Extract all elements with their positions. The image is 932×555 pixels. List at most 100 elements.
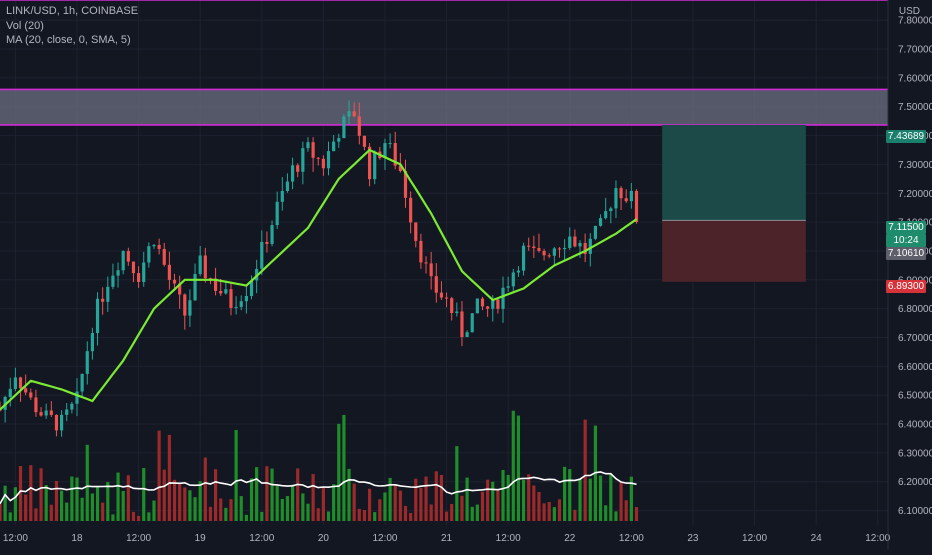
volume-bar [116, 472, 120, 521]
candle-body [208, 278, 213, 280]
volume-bar [3, 485, 7, 521]
volume-bar [568, 469, 572, 521]
volume-bar [552, 507, 556, 521]
candle-body [609, 208, 613, 212]
volume-bar [111, 514, 115, 521]
volume-bar [604, 505, 608, 521]
volume-bar [414, 478, 418, 521]
candle-body [357, 116, 361, 136]
currency-label: USD [898, 6, 920, 17]
candle-body [450, 298, 454, 313]
candle-body [213, 278, 218, 291]
volume-bar [172, 479, 177, 521]
candle-body [527, 245, 531, 247]
candle-body [80, 373, 84, 392]
volume-bar [60, 490, 64, 521]
volume-bar [49, 504, 53, 521]
volume-bar [465, 477, 469, 521]
resistance-zone [0, 89, 888, 125]
volume-bar [480, 491, 485, 521]
candle-body [480, 298, 485, 307]
volume-bar [332, 484, 336, 521]
candle-body [121, 251, 125, 271]
candle-body [583, 243, 587, 254]
x-tick-label: 12:00 [249, 533, 274, 544]
long-position-loss-zone [662, 220, 806, 282]
candle-body [614, 188, 618, 209]
volume-bar [450, 503, 454, 521]
x-tick-label: 18 [71, 533, 83, 544]
resistance-price-tag: 7.43689 [886, 130, 926, 143]
candle-body [403, 170, 408, 198]
legend-volume: Vol (20) [6, 19, 44, 32]
volume-bar [183, 487, 187, 521]
candle-body [475, 298, 479, 314]
volume-bar [95, 485, 100, 521]
candle-body [152, 244, 156, 247]
candle-body [373, 151, 377, 180]
volume-bar [634, 507, 639, 521]
x-tick-label: 12:00 [865, 533, 890, 544]
candle-body [511, 272, 515, 287]
volume-bar [352, 483, 356, 521]
candle-body [634, 190, 639, 222]
volume-bar [121, 490, 125, 521]
volume-bar [18, 465, 23, 521]
candle-body [75, 391, 79, 404]
volume-bar [475, 504, 479, 521]
volume-bar [537, 491, 541, 521]
candle-body [388, 143, 392, 145]
candle-body [296, 165, 300, 172]
candle-body [167, 264, 171, 280]
volume-bar [101, 502, 105, 521]
candle-body [311, 142, 315, 158]
candle-body [347, 111, 351, 117]
volume-bar [542, 503, 546, 521]
volume-bar [424, 476, 428, 521]
volume-bar [326, 511, 331, 521]
volume-bar [439, 475, 444, 521]
volume-bar [316, 508, 320, 521]
candle-body [367, 146, 372, 180]
candle-body [219, 290, 223, 294]
candle-body [316, 157, 320, 159]
volume-bar [90, 493, 94, 521]
candle-body [239, 301, 243, 307]
x-tick-label: 12:00 [742, 533, 767, 544]
candle-body [157, 244, 161, 249]
candle-body [290, 165, 295, 182]
volume-bar [178, 483, 182, 521]
candle-body [193, 274, 197, 301]
candle-body [409, 197, 413, 223]
candle-body [70, 403, 74, 410]
volume-bar [419, 487, 423, 521]
moving-average-line [0, 148, 638, 411]
candle-body [270, 225, 274, 244]
volume-bar [126, 475, 130, 521]
candle-body [414, 222, 418, 241]
candle-body [8, 388, 12, 397]
volume-bar [142, 468, 146, 521]
volume-bar [583, 419, 587, 521]
x-tick-label: 24 [811, 533, 823, 544]
y-tick-label: 6.10000 [898, 506, 932, 517]
candle-body [598, 218, 603, 226]
candle-body [280, 190, 284, 202]
y-tick-label: 6.60000 [898, 362, 932, 373]
candle-body [465, 332, 469, 337]
candle-body [588, 238, 592, 254]
volume-bar [106, 482, 110, 521]
volume-bar [219, 498, 223, 521]
candle-body [147, 246, 151, 263]
legend-ma: MA (20, close, 0, SMA, 5) [6, 34, 131, 46]
volume-bar [203, 457, 207, 521]
y-tick-label: 6.40000 [898, 420, 932, 431]
candle-body [198, 255, 202, 275]
volume-bar [65, 502, 69, 521]
volume-bar [588, 478, 592, 521]
candle-body [178, 283, 182, 295]
volume-bar [157, 430, 161, 521]
candle-body [506, 286, 510, 288]
